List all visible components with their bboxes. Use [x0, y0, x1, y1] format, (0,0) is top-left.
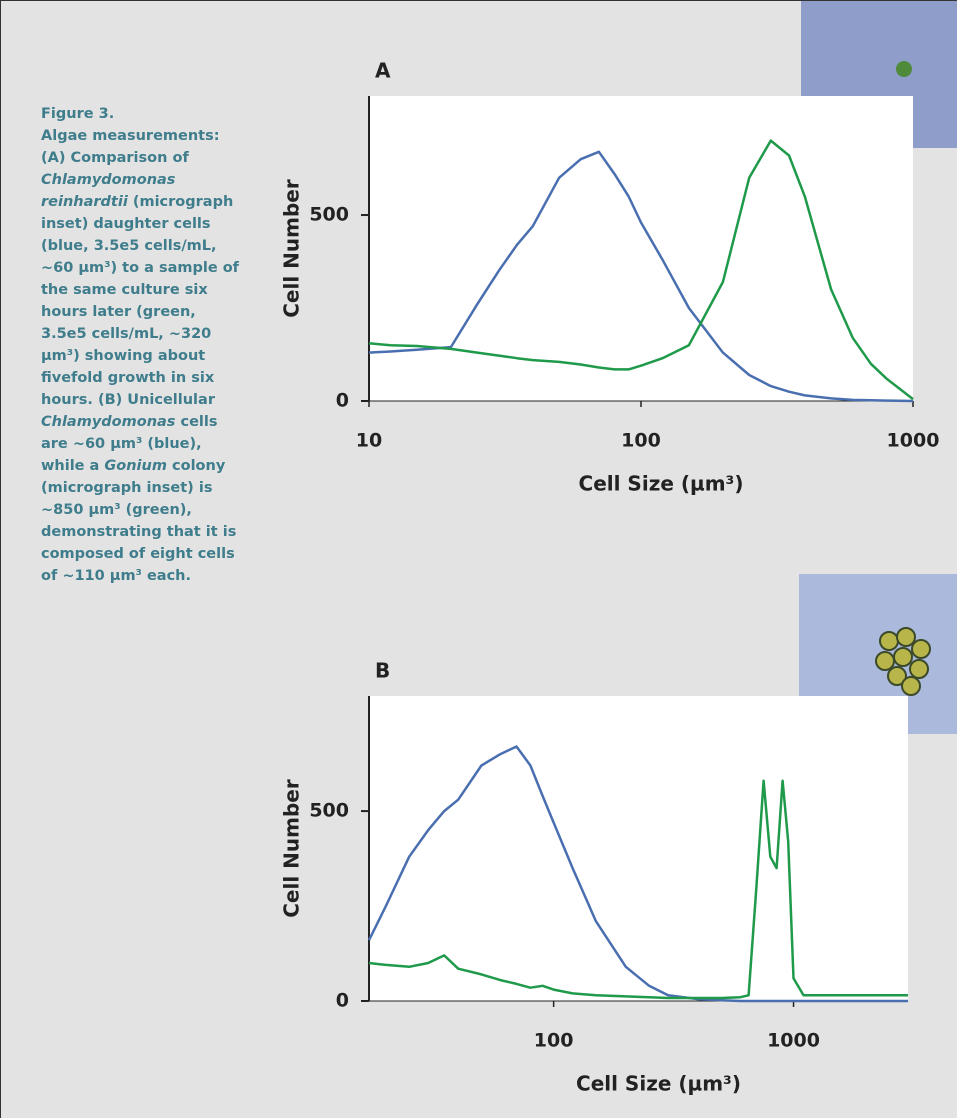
- y-tick-label: 0: [336, 990, 349, 1012]
- caption-text: Algae measurements: (A) Comparison of: [41, 128, 220, 166]
- caption-text: Gonium: [104, 458, 167, 474]
- caption-text: Chlamydomonas reinhardtii: [41, 172, 176, 210]
- series-line: [367, 745, 908, 1003]
- x-tick-label: 100: [621, 430, 661, 452]
- y-axis-label: Cell Number: [280, 779, 304, 918]
- series-line: [368, 779, 908, 1000]
- y-tick-label: 0: [336, 390, 349, 412]
- caption-text: (micrograph inset) daughter cells (blue,…: [41, 194, 239, 408]
- series-line: [368, 150, 914, 403]
- caption-text: cells are ~60 µm³ (blue), while a: [41, 414, 218, 474]
- chart-title: B: [375, 659, 390, 683]
- colony: [875, 627, 931, 696]
- x-tick-label: 1000: [767, 1030, 820, 1052]
- x-tick-label: 10: [356, 430, 382, 452]
- series-line: [368, 139, 914, 401]
- y-axis-label: Cell Number: [280, 179, 304, 318]
- x-tick-label: 100: [534, 1030, 574, 1052]
- cell: [896, 61, 912, 77]
- x-axis-label: Cell Size (µm³): [576, 1072, 741, 1096]
- plot-area: [369, 96, 913, 401]
- plot-area: [369, 696, 908, 1001]
- caption-text: colony (micrograph inset) is ~850 µm³ (g…: [41, 458, 237, 584]
- figure-label: Figure 3.: [41, 106, 115, 122]
- caption-text: Chlamydomonas: [41, 414, 176, 430]
- y-tick-label: 500: [309, 800, 349, 822]
- x-axis-label: Cell Size (µm³): [579, 472, 744, 496]
- x-tick-label: 1000: [887, 430, 940, 452]
- caption: Figure 3. Algae measurements: (A) Compari…: [41, 103, 241, 587]
- chart-title: A: [375, 59, 391, 83]
- y-tick-label: 500: [309, 204, 349, 226]
